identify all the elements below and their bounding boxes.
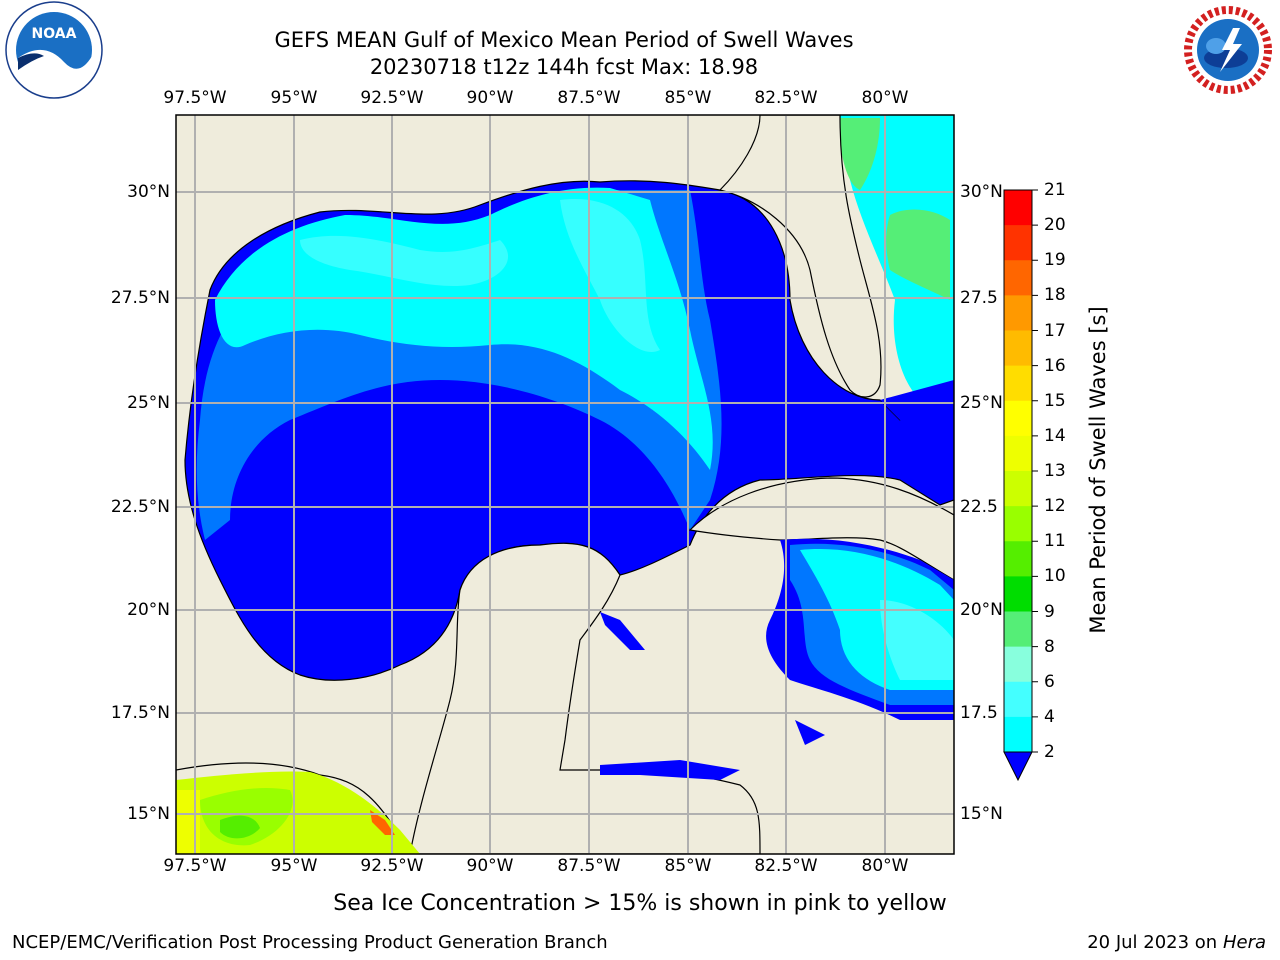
- noaa-logo-text: NOAA: [32, 26, 77, 42]
- colorbar-tick-10: 11: [1044, 531, 1066, 552]
- lon-tick-bottom-4: 87.5°W: [557, 856, 621, 876]
- lat-tick-right-5: 17.5: [960, 703, 998, 723]
- footer-date-text: 20 Jul 2023 on: [1087, 932, 1223, 953]
- colorbar-tick-4: 17: [1044, 320, 1066, 341]
- lon-tick-top-7: 80°W: [861, 88, 909, 108]
- atlantic-swell-green: [838, 118, 880, 190]
- colorbar-segment-10: [1004, 541, 1032, 577]
- colorbar-label: Mean Period of Swell Waves [s]: [1086, 306, 1110, 634]
- colorbar-segment-7: [1004, 435, 1032, 472]
- lat-tick-left-4: 20°N: [127, 600, 170, 620]
- colorbar-segment-9: [1004, 506, 1032, 542]
- colorbar-segment-13: [1004, 646, 1032, 683]
- lat-tick-right-2: 25°N: [960, 393, 1003, 413]
- lat-tick-right-3: 22.5: [960, 497, 998, 517]
- colorbar-segment-2: [1004, 260, 1032, 296]
- colorbar: [1003, 189, 1038, 782]
- colorbar-tick-9: 12: [1044, 496, 1066, 517]
- colorbar-tick-0: 21: [1044, 180, 1066, 200]
- colorbar-segment-1: [1004, 225, 1032, 261]
- lon-tick-bottom-1: 95°W: [270, 856, 318, 876]
- lon-tick-top-2: 92.5°W: [360, 88, 424, 108]
- colorbar-tick-11: 10: [1044, 566, 1066, 587]
- colorbar-tick-13: 8: [1044, 636, 1055, 657]
- colorbar-segment-12: [1004, 611, 1032, 648]
- colorbar-tick-12: 9: [1044, 601, 1055, 622]
- lon-tick-top-0: 97.5°W: [163, 88, 227, 108]
- lon-tick-top-6: 82.5°W: [754, 88, 818, 108]
- footer-branch: NCEP/EMC/Verification Post Processing Pr…: [12, 932, 608, 953]
- colorbar-tick-16: 2: [1044, 742, 1055, 762]
- colorbar-tick-14: 6: [1044, 671, 1055, 692]
- sea-ice-note: Sea Ice Concentration > 15% is shown in …: [333, 891, 947, 916]
- colorbar-tick-6: 15: [1044, 390, 1066, 411]
- footer-machine: Hera: [1222, 932, 1266, 953]
- colorbar-segment-8: [1004, 471, 1032, 507]
- lat-tick-right-4: 20°N: [960, 600, 1003, 620]
- map-grid: [176, 115, 954, 854]
- colorbar-tick-5: 16: [1044, 355, 1066, 376]
- lon-tick-bottom-0: 97.5°W: [163, 856, 227, 876]
- lat-tick-left-1: 27.5°N: [110, 288, 170, 308]
- colorbar-segment-14: [1004, 681, 1032, 718]
- lat-tick-left-3: 22.5°N: [110, 497, 170, 517]
- lon-tick-top-4: 87.5°W: [557, 88, 621, 108]
- colorbar-extend-arrow: [1003, 751, 1033, 782]
- lon-tick-bottom-5: 85°W: [664, 856, 712, 876]
- lat-tick-left-5: 17.5°N: [110, 703, 170, 723]
- lat-tick-right-6: 15°N: [960, 804, 1003, 824]
- lat-tick-left-0: 30°N: [127, 182, 170, 202]
- colorbar-tick-15: 4: [1044, 706, 1055, 727]
- gulf-swell-lightcyan: [300, 235, 509, 287]
- land-cuba: [688, 477, 954, 581]
- lon-tick-top-1: 95°W: [270, 88, 318, 108]
- colorbar-segment-3: [1004, 295, 1032, 331]
- colorbar-segment-0: [1004, 190, 1032, 226]
- colorbar-tick-2: 19: [1044, 250, 1066, 271]
- colorbar-tick-8: 13: [1044, 461, 1066, 481]
- colorbar-segment-11: [1004, 576, 1032, 612]
- colorbar-tick-7: 14: [1044, 425, 1066, 446]
- lon-tick-top-3: 90°W: [466, 88, 514, 108]
- colorbar-segment-4: [1004, 330, 1032, 367]
- lon-tick-bottom-3: 90°W: [466, 856, 514, 876]
- lat-tick-left-2: 25°N: [127, 393, 170, 413]
- colorbar-segment-6: [1004, 400, 1032, 437]
- map-frame: [175, 114, 955, 855]
- chart-title: GEFS MEAN Gulf of Mexico Mean Period of …: [274, 28, 854, 52]
- colorbar-tick-3: 18: [1044, 285, 1066, 306]
- lat-tick-right-1: 27.5: [960, 288, 998, 308]
- colorbar-tick-1: 20: [1044, 215, 1066, 236]
- lon-tick-bottom-6: 82.5°W: [754, 856, 818, 876]
- chart-subtitle: 20230718 t12z 144h fcst Max: 18.98: [369, 55, 759, 79]
- lon-tick-bottom-2: 92.5°W: [360, 856, 424, 876]
- noaa-logo-icon: NOAA: [5, 1, 103, 99]
- lon-tick-bottom-7: 80°W: [861, 856, 909, 876]
- lat-tick-right-0: 30°N: [960, 182, 1003, 202]
- lon-tick-top-5: 85°W: [664, 88, 712, 108]
- colorbar-segment-5: [1004, 365, 1032, 402]
- lat-tick-left-6: 15°N: [127, 804, 170, 824]
- colorbar-segment-15: [1004, 716, 1032, 753]
- nws-logo-icon: [1180, 2, 1276, 98]
- footer-date: 20 Jul 2023 on Hera: [1087, 932, 1266, 953]
